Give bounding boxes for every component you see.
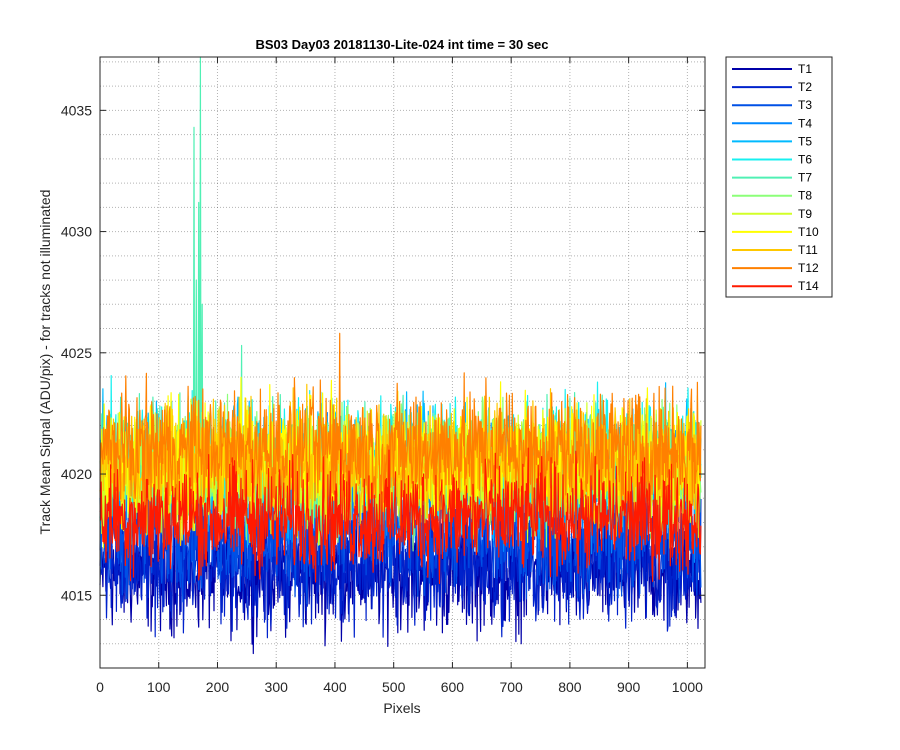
x-tick-label: 400 bbox=[323, 679, 347, 695]
legend-label-t2: T2 bbox=[798, 80, 812, 94]
x-tick-label: 600 bbox=[441, 679, 465, 695]
legend-label-t3: T3 bbox=[798, 98, 812, 112]
x-tick-label: 300 bbox=[265, 679, 289, 695]
data-lines bbox=[99, 56, 702, 655]
x-tick-label: 200 bbox=[206, 679, 230, 695]
legend-label-t1: T1 bbox=[798, 62, 812, 76]
x-tick-label: 0 bbox=[96, 679, 104, 695]
x-tick-label: 1000 bbox=[672, 679, 703, 695]
x-axis-label: Pixels bbox=[383, 700, 420, 716]
x-tick-label: 100 bbox=[147, 679, 171, 695]
legend-label-t4: T4 bbox=[798, 116, 812, 130]
y-tick-label: 4025 bbox=[61, 345, 92, 361]
y-tick-label: 4035 bbox=[61, 102, 92, 118]
ticks: 0 100 200 300 400 500 600 700 800 900 1000 4015 4020… bbox=[61, 57, 705, 695]
legend-label-t14: T14 bbox=[798, 279, 819, 293]
series-line-t12 bbox=[99, 332, 702, 529]
x-tick-label: 900 bbox=[617, 679, 641, 695]
x-tick-label: 800 bbox=[558, 679, 582, 695]
legend-label-t8: T8 bbox=[798, 189, 812, 203]
x-tick-label: 700 bbox=[499, 679, 523, 695]
legend-label-t7: T7 bbox=[798, 171, 812, 185]
legend: T1 T2 T3 T4 T5 T6 T7 T8 T9 T10 T11 T12 T14 bbox=[725, 56, 833, 298]
series-line-t11 bbox=[99, 383, 702, 546]
legend-label-t12: T12 bbox=[798, 261, 819, 275]
legend-label-t6: T6 bbox=[798, 153, 812, 167]
series-line-t14 bbox=[99, 447, 702, 584]
legend-label-t5: T5 bbox=[798, 134, 812, 148]
legend-label-t11: T11 bbox=[798, 243, 818, 257]
y-axis-label: Track Mean Signal (ADU/pix) - for tracks… bbox=[37, 190, 53, 535]
x-tick-label: 500 bbox=[382, 679, 406, 695]
axes-box bbox=[99, 56, 706, 669]
chart-title: BS03 Day03 20181130-Lite-024 int time = … bbox=[255, 37, 548, 52]
y-tick-label: 4015 bbox=[61, 587, 92, 603]
legend-label-t10: T10 bbox=[798, 225, 819, 239]
legend-label-t9: T9 bbox=[798, 207, 812, 221]
y-tick-label: 4020 bbox=[61, 466, 92, 482]
y-tick-label: 4030 bbox=[61, 224, 92, 240]
